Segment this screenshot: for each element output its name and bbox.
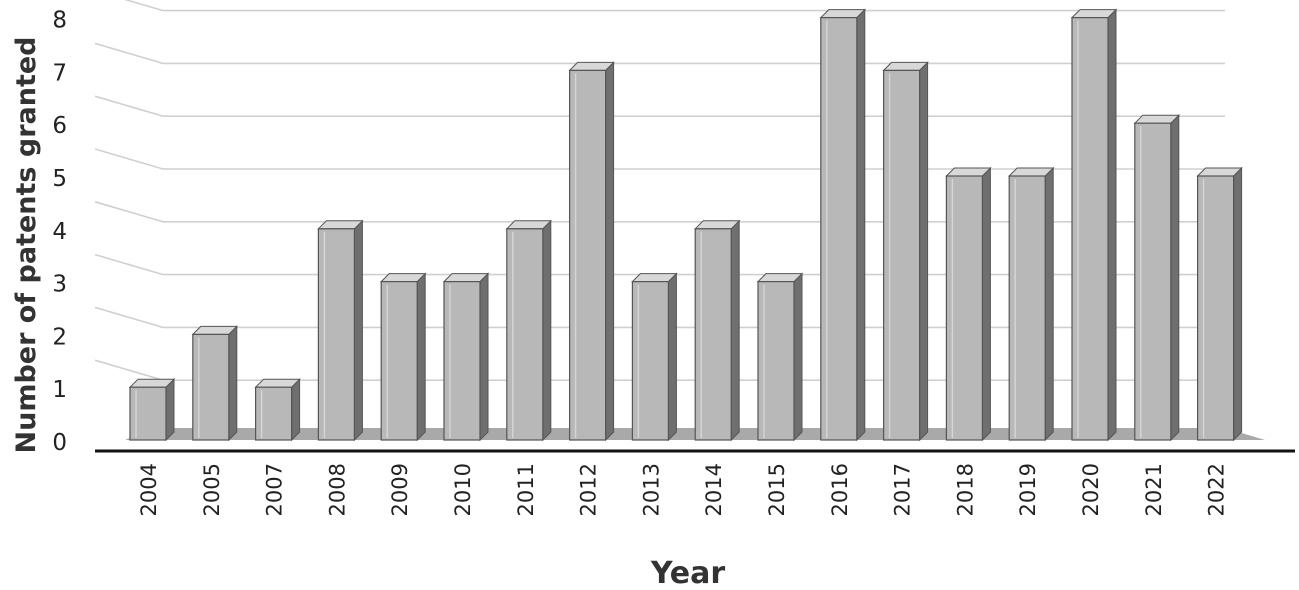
y-tick-label: 3 — [52, 272, 67, 298]
x-tick-label: 2007 — [263, 463, 287, 516]
bar — [631, 272, 678, 442]
x-tick-label: 2015 — [765, 463, 789, 516]
x-tick-label: 2013 — [639, 463, 663, 516]
gridline — [94, 42, 1225, 65]
bar — [379, 272, 427, 442]
bar — [1007, 166, 1055, 442]
bars — [128, 8, 1243, 442]
y-tick-label: 1 — [52, 377, 67, 403]
x-tick-label: 2009 — [388, 463, 412, 516]
x-tick-label: 2012 — [577, 463, 601, 516]
bar — [1133, 113, 1181, 442]
x-tick-label: 2016 — [828, 463, 852, 516]
x-tick-label: 2022 — [1205, 463, 1229, 516]
y-tick-label: 8 — [52, 8, 67, 34]
x-tick-label: 2020 — [1079, 463, 1103, 516]
bar — [505, 219, 553, 442]
y-tick-label: 0 — [52, 430, 67, 456]
bar — [756, 272, 804, 442]
y-tick-label: 2 — [52, 324, 67, 350]
bar — [1196, 166, 1243, 442]
bar — [442, 272, 490, 442]
x-tick-label: 2021 — [1142, 463, 1166, 516]
x-tick-label: 2018 — [953, 463, 977, 516]
bar — [317, 219, 364, 442]
gridline — [124, 0, 1225, 12]
gridline — [94, 306, 1225, 329]
x-tick-label: 2010 — [451, 463, 475, 516]
y-tick-label: 7 — [52, 60, 67, 86]
y-axis-title: Number of patents granted — [11, 37, 42, 454]
bar — [819, 8, 867, 442]
gridline — [94, 148, 1225, 170]
bar — [693, 219, 741, 442]
gridline — [94, 95, 1225, 117]
x-axis-title: Year — [650, 556, 726, 590]
bar — [254, 377, 301, 442]
bar — [945, 166, 992, 442]
gridline — [94, 253, 1225, 276]
x-tick-label: 2011 — [514, 463, 538, 516]
y-tick-label: 5 — [52, 166, 67, 192]
y-tick-label: 4 — [52, 219, 67, 245]
x-tick-label: 2019 — [1016, 463, 1040, 516]
x-tick-label: 2004 — [137, 463, 161, 516]
x-tick-label: 2017 — [891, 463, 915, 516]
bar — [568, 61, 615, 442]
y-tick-label: 6 — [52, 113, 67, 139]
bar — [882, 61, 929, 442]
x-tick-label: 2014 — [702, 463, 726, 516]
grid-lines — [94, 0, 1225, 382]
x-tick-labels: 2004 2005 2007 2008 2009 2010 2011 2012 2013 2014… — [137, 463, 1229, 516]
bar — [191, 325, 239, 442]
bar — [1070, 8, 1118, 442]
x-tick-label: 2008 — [325, 463, 349, 516]
y-tick-labels: 0 1 2 3 4 5 6 7 8 — [52, 8, 67, 456]
x-tick-label: 2005 — [200, 463, 224, 516]
bar — [128, 377, 176, 442]
gridline — [94, 201, 1225, 223]
